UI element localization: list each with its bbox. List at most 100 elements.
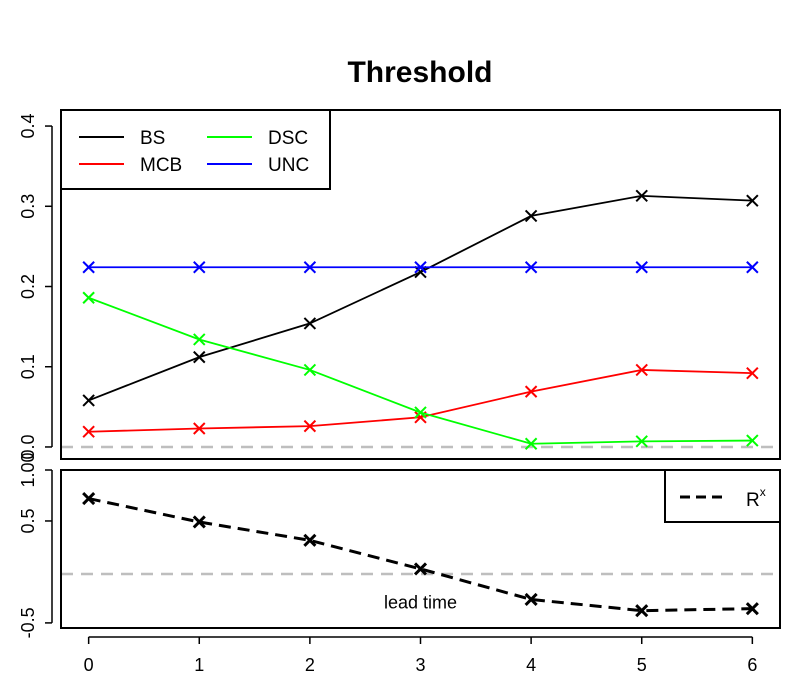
top-series-group (82, 189, 759, 450)
series-unc-point-4-stroke-b (524, 261, 538, 274)
series-dsc-point-0-stroke-b (82, 291, 95, 304)
bottom-plot-frame (60, 469, 781, 629)
series-bs-point-0 (82, 394, 95, 407)
legend-rx-name: R (746, 490, 760, 511)
series-unc-point-1-stroke-b (193, 261, 206, 274)
series-r-point-2 (303, 533, 317, 547)
top-y-tick-label-1: 0.1 (18, 354, 38, 379)
series-unc-point-0-stroke-b (82, 261, 95, 274)
series-r-point-0-stroke-b (82, 491, 96, 506)
series-r-point-5 (635, 604, 649, 618)
series-bs-point-1-stroke-b (193, 350, 206, 364)
series-dsc-point-3-stroke-b (414, 406, 427, 419)
top-y-axis: 0.0 0.1 0.2 0.3 0.4 (18, 114, 53, 459)
series-mcb-point-0 (82, 425, 95, 438)
series-unc-point-4 (524, 261, 538, 274)
x-tick-label-1: 1 (194, 655, 204, 675)
series-dsc-point-6-stroke-b (746, 434, 759, 447)
top-y-tick-label-3: 0.3 (18, 194, 38, 219)
series-unc-point-2-stroke-b (303, 261, 317, 274)
top-y-tick-label-4: 0.4 (18, 114, 38, 139)
top-y-tick-label-2: 0.2 (18, 274, 38, 299)
series-dsc-point-5 (635, 435, 648, 448)
series-dsc-point-3 (414, 406, 427, 419)
legend-unc-label: UNC (268, 155, 309, 176)
series-r-point-2-stroke-b (303, 533, 317, 547)
bottom-x-axis: 0 1 2 3 4 5 6 (84, 636, 757, 675)
series-dsc-point-2 (303, 363, 317, 377)
series-bs-point-6 (746, 194, 759, 207)
series-unc-point-0 (82, 261, 95, 274)
series-bs-point-5 (635, 189, 648, 203)
series-r-point-6 (745, 602, 759, 616)
series-r-point-3-stroke-b (413, 562, 428, 576)
series-r-point-4-stroke-b (524, 592, 538, 607)
legend-rx-label: Rx (746, 485, 766, 511)
series-mcb-point-2 (303, 419, 317, 433)
x-tick-label-6: 6 (747, 655, 757, 675)
x-tick-label-0: 0 (84, 655, 94, 675)
bottom-y-tick-label-2: 1.00 (18, 452, 38, 487)
series-unc-point-2 (303, 261, 317, 274)
series-r-point-6-stroke-b (745, 602, 759, 616)
series-bs-point-3 (414, 265, 427, 279)
series-mcb-point-5-stroke-b (635, 363, 648, 377)
chart-title: Threshold (347, 56, 492, 89)
top-legend: BS MCB DSC UNC (60, 109, 331, 190)
x-tick-label-4: 4 (526, 655, 536, 675)
series-bs-point-0-stroke-b (82, 394, 95, 407)
series-mcb-point-4 (524, 385, 538, 398)
series-mcb-point-4-stroke-b (524, 385, 538, 398)
series-bs-point-3-stroke-b (414, 265, 427, 279)
top-plot-frame (60, 109, 781, 460)
series-dsc-point-1-stroke-b (193, 333, 206, 346)
series-unc-point-3 (414, 261, 427, 274)
bottom-y-tick-label-0: -0.5 (18, 607, 38, 638)
series-r-point-4 (524, 592, 538, 607)
series-mcb-point-6-stroke-b (746, 366, 759, 380)
lead-time-annotation: lead time (384, 593, 457, 613)
series-bs-point-2-stroke-b (303, 317, 317, 330)
series-r-point-1-stroke-b (192, 515, 206, 529)
series-dsc-point-2-stroke-b (303, 363, 317, 377)
series-dsc-point-4-stroke-b (524, 437, 538, 450)
series-dsc-point-4 (524, 437, 538, 450)
series-bs-point-4-stroke-b (524, 209, 538, 223)
series-unc-point-5 (635, 261, 648, 274)
series-r-point-5-stroke-b (635, 604, 649, 618)
bottom-y-axis: -0.5 0.5 1.00 (18, 452, 53, 638)
series-mcb-line (88, 369, 753, 433)
top-legend-box (60, 109, 331, 190)
legend-mcb-label: MCB (140, 155, 182, 176)
series-bs-point-2 (303, 317, 317, 330)
legend-bs-label: BS (140, 128, 165, 149)
series-r-point-1 (192, 515, 206, 529)
series-r-point-3 (413, 562, 428, 576)
series-bs-point-5-stroke-b (635, 189, 648, 203)
series-bs-point-6-stroke-b (746, 194, 759, 207)
top-panel: 0.0 0.1 0.2 0.3 0.4 BS MCB DSC UNC (18, 109, 781, 460)
top-y-tick-label-0: 0.0 (18, 434, 38, 459)
bottom-legend: Rx (664, 469, 781, 523)
series-unc-point-6 (746, 261, 759, 274)
series-mcb-point-5 (635, 363, 648, 377)
legend-dsc-label: DSC (268, 128, 308, 149)
series-unc-point-5-stroke-b (635, 261, 648, 274)
series-mcb-point-0-stroke-b (82, 425, 95, 438)
legend-rx-superscript: x (760, 485, 766, 499)
bottom-panel: lead time -0.5 0.5 1.00 0 1 2 3 4 5 6 Rx (18, 452, 781, 675)
series-dsc-point-1 (193, 333, 206, 346)
series-dsc-point-0 (82, 291, 95, 304)
series-unc-point-1 (193, 261, 206, 274)
series-mcb-point-1 (193, 422, 206, 435)
series-bs-point-4 (524, 209, 538, 223)
bottom-series-group (82, 491, 759, 618)
x-tick-label-3: 3 (415, 655, 425, 675)
series-mcb-point-6 (746, 366, 759, 380)
series-unc-point-3-stroke-b (414, 261, 427, 274)
series-unc-point-6-stroke-b (746, 261, 759, 274)
series-dsc-point-6 (746, 434, 759, 447)
series-bs-point-1 (193, 350, 206, 364)
x-tick-label-2: 2 (305, 655, 315, 675)
